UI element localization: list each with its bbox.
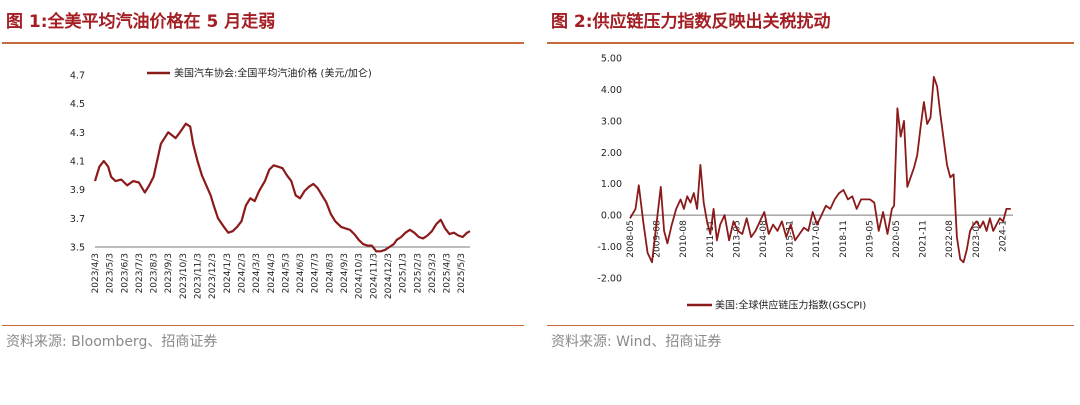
y-tick-label: 3.00 bbox=[601, 116, 622, 127]
y-tick-label: 5.00 bbox=[601, 54, 622, 65]
y-tick-label: 4.5 bbox=[70, 99, 85, 110]
x-tick-label: 2013-05 bbox=[732, 220, 742, 258]
x-tick-label: 2025/1/3 bbox=[399, 253, 409, 293]
y-tick-label: 0.00 bbox=[601, 211, 622, 222]
x-tick-label: 2024/6/3 bbox=[296, 253, 306, 293]
figure-2-panel: 图 2:供应链压力指数反映出关税扰动 5.00 4.00 3.00 2.00 1.00 0… bbox=[545, 0, 1080, 405]
y-tick-label: 2.00 bbox=[601, 148, 622, 159]
x-tick-label: 2025/4/3 bbox=[443, 253, 453, 293]
legend-label: 美国汽车协会:全国平均汽油价格 (美元/加仑) bbox=[174, 67, 372, 80]
legend-label: 美国:全球供应链压力指数(GSCPI) bbox=[715, 299, 866, 312]
x-tick-label: 2020-05 bbox=[892, 220, 902, 258]
figure-2-top-rule bbox=[547, 42, 1074, 44]
x-tick-label: 2024/9/3 bbox=[340, 253, 350, 293]
x-tick-label: 2023/12/3 bbox=[208, 253, 218, 299]
x-tick-label: 2009-08 bbox=[653, 220, 663, 258]
y-tick-label: 1.00 bbox=[601, 179, 622, 190]
figure-2-bottom-rule bbox=[547, 325, 1074, 326]
x-tick-label: 2024/7/3 bbox=[311, 253, 321, 293]
x-tick-label: 2017-05 bbox=[812, 220, 822, 258]
x-tick-label: 2024/4/3 bbox=[267, 253, 277, 293]
figure-2-title: 图 2:供应链压力指数反映出关税扰动 bbox=[551, 12, 831, 32]
y-tick-label: 4.3 bbox=[70, 128, 85, 139]
x-tick-label: 2024/5/3 bbox=[281, 253, 291, 293]
x-tick-label: 2014-08 bbox=[759, 220, 769, 258]
figure-1-source: 资料来源: Bloomberg、招商证券 bbox=[6, 334, 218, 350]
x-tick-label: 2010-08 bbox=[679, 220, 689, 258]
y-tick-label: 4.7 bbox=[70, 71, 85, 82]
y-tick-label: 4.00 bbox=[601, 85, 622, 96]
y-tick-label: -1.00 bbox=[597, 242, 622, 253]
x-tick-label: 2024/3/3 bbox=[252, 253, 262, 293]
y-tick-label: 3.7 bbox=[70, 214, 85, 225]
x-tick-label: 2024-1 bbox=[998, 220, 1008, 252]
x-tick-label: 2024/1/3 bbox=[223, 253, 233, 293]
figure-1-panel: 图 1:全美平均汽油价格在 5 月走弱 4.7 4.5 4.3 4.1 3.9 3.7 3.… bbox=[0, 0, 530, 405]
x-tick-label: 2008-05 bbox=[626, 220, 636, 258]
y-tick-label: 3.9 bbox=[70, 185, 85, 196]
x-tick-label: 2023/9/3 bbox=[164, 253, 174, 293]
figure-2-source: 资料来源: Wind、招商证券 bbox=[551, 334, 722, 350]
x-tick-label: 2023/11/3 bbox=[194, 253, 204, 299]
x-tick-label: 2019-05 bbox=[865, 220, 875, 258]
gasoline-price-chart: 4.7 4.5 4.3 4.1 3.9 3.7 3.5 2023/4/3 2023/5/3 202… bbox=[70, 67, 471, 299]
x-tick-label: 2024/12/3 bbox=[384, 253, 394, 299]
x-tick-label: 2023/7/3 bbox=[135, 253, 145, 293]
y-tick-label: 4.1 bbox=[70, 157, 85, 168]
x-tick-label: 2022-08 bbox=[945, 220, 955, 258]
y-tick-label: -2.00 bbox=[597, 274, 622, 285]
x-tick-label: 2024/2/3 bbox=[237, 253, 247, 293]
gscpi-chart: 5.00 4.00 3.00 2.00 1.00 0.00 -1.00 -2.00 2008-0… bbox=[597, 54, 1013, 312]
y-tick-label: 3.5 bbox=[70, 243, 85, 254]
gas-price-line bbox=[93, 122, 471, 253]
x-tick-label: 2015-11 bbox=[786, 220, 796, 258]
x-tick-label: 2023-05 bbox=[972, 220, 982, 258]
figure-1-bottom-rule bbox=[2, 325, 524, 326]
x-tick-label: 2023/4/3 bbox=[91, 253, 101, 293]
x-tick-label: 2023/10/3 bbox=[179, 253, 189, 299]
x-tick-label: 2011-11 bbox=[706, 220, 716, 258]
figure-1-title: 图 1:全美平均汽油价格在 5 月走弱 bbox=[6, 12, 276, 32]
x-tick-label: 2024/8/3 bbox=[325, 253, 335, 293]
x-tick-label: 2024/10/3 bbox=[355, 253, 365, 299]
x-tick-label: 2023/5/3 bbox=[106, 253, 116, 293]
x-tick-label: 2025/2/3 bbox=[413, 253, 423, 293]
x-tick-label: 2024/11/3 bbox=[369, 253, 379, 299]
x-tick-label: 2023/8/3 bbox=[150, 253, 160, 293]
x-tick-label: 2025/5/3 bbox=[457, 253, 467, 293]
figure-1-top-rule bbox=[2, 42, 524, 44]
x-tick-label: 2018-11 bbox=[839, 220, 849, 258]
x-tick-label: 2023/6/3 bbox=[120, 253, 130, 293]
gscpi-line bbox=[629, 76, 1011, 264]
x-tick-label: 2025/3/3 bbox=[428, 253, 438, 293]
x-tick-label: 2021-11 bbox=[919, 220, 929, 258]
